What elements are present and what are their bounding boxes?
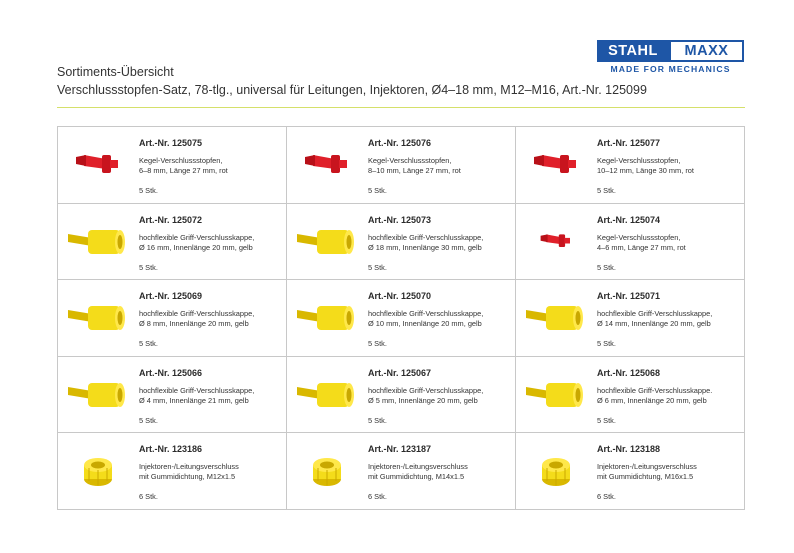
product-cell: Art.-Nr. 123188 Injektoren-/Leitungsversc…: [516, 433, 745, 510]
logo-box: STAHL MAXX: [597, 40, 744, 62]
article-number: Art.-Nr. 125069: [139, 291, 203, 302]
article-number: Art.-Nr. 123187: [368, 444, 432, 455]
page-title: Sortiments-Übersicht: [57, 65, 174, 79]
product-quantity: 5 Stk.: [139, 262, 158, 272]
logo-right-text: MAXX: [669, 40, 744, 62]
article-number: Art.-Nr. 125074: [597, 214, 661, 225]
red-cone-plug-icon: [291, 133, 363, 193]
product-cell: Art.-Nr. 123187 Injektoren-/Leitungsversc…: [287, 433, 516, 510]
yellow-cap-icon: [291, 210, 363, 270]
product-description: hochflexible Griff-Verschlusskappe, Ø 8 …: [139, 309, 255, 329]
product-cell: Art.-Nr. 125067 hochflexible Griff-Versch…: [287, 356, 516, 434]
page-subtitle: Verschlussstopfen-Satz, 78-tlg., univers…: [57, 83, 647, 97]
product-cell: Art.-Nr. 125071 hochflexible Griff-Versch…: [516, 280, 745, 357]
product-cell: Art.-Nr. 125066 hochflexible Griff-Versch…: [58, 356, 287, 434]
yellow-cap-icon: [62, 210, 134, 270]
product-cell: Art.-Nr. 125073 hochflexible Griff-Versch…: [287, 203, 516, 281]
brand-logo: STAHL MAXX MADE FOR MECHANICS: [597, 40, 744, 74]
product-cell: Art.-Nr. 123186 Injektoren-/Leitungsversc…: [58, 433, 287, 510]
product-cell: Art.-Nr. 125068 hochflexible Griff-Versch…: [516, 356, 745, 434]
yellow-cap-icon: [291, 286, 363, 346]
logo-left-text: STAHL: [597, 40, 669, 62]
yellow-cap-icon: [291, 363, 363, 423]
product-quantity: 5 Stk.: [368, 186, 387, 195]
product-description: Kegel-Verschlussstopfen, 6–8 mm, Länge 2…: [139, 156, 228, 175]
product-description: Kegel-Verschlussstopfen, 8–10 mm, Länge …: [368, 156, 461, 175]
article-number: Art.-Nr. 125071: [597, 291, 661, 302]
logo-tagline: MADE FOR MECHANICS: [610, 64, 731, 74]
product-quantity: 6 Stk.: [139, 492, 158, 502]
product-description: Injektoren-/Leitungsverschluss mit Gummi…: [368, 462, 468, 482]
product-quantity: 5 Stk.: [368, 262, 387, 272]
yellow-cap-icon: [62, 286, 134, 346]
article-number: Art.-Nr. 125070: [368, 291, 432, 302]
product-quantity: 5 Stk.: [597, 415, 616, 425]
yellow-nut-cap-icon: [62, 439, 134, 499]
red-cone-plug-icon: [520, 210, 592, 270]
article-number: Art.-Nr. 125067: [368, 367, 432, 378]
article-number: Art.-Nr. 125066: [139, 367, 203, 378]
yellow-cap-icon: [62, 363, 134, 423]
product-quantity: 5 Stk.: [597, 339, 616, 349]
product-description: Kegel-Verschlussstopfen, 10–12 mm, Länge…: [597, 156, 694, 175]
product-quantity: 5 Stk.: [368, 339, 387, 349]
product-quantity: 5 Stk.: [139, 339, 158, 349]
product-cell: Art.-Nr. 125069 hochflexible Griff-Versch…: [58, 280, 287, 357]
product-quantity: 5 Stk.: [139, 415, 158, 425]
article-number: Art.-Nr. 125072: [139, 214, 203, 225]
product-description: Kegel-Verschlussstopfen, 4–6 mm, Länge 2…: [597, 232, 686, 252]
header-divider: [57, 107, 745, 108]
red-cone-plug-icon: [62, 133, 134, 193]
product-cell: Art.-Nr. 125077 Kegel-Verschlussstopfen, …: [516, 127, 745, 204]
article-number: Art.-Nr. 125075: [139, 138, 203, 148]
yellow-nut-cap-icon: [291, 439, 363, 499]
article-number: Art.-Nr. 123188: [597, 444, 661, 455]
product-quantity: 5 Stk.: [139, 186, 158, 195]
yellow-cap-icon: [520, 286, 592, 346]
product-description: hochflexible Griff-Verschlusskappe, Ø 10…: [368, 309, 484, 329]
product-description: Injektoren-/Leitungsverschluss mit Gummi…: [139, 462, 239, 482]
product-quantity: 5 Stk.: [597, 186, 616, 195]
product-description: hochflexible Griff-Verschlusskappe, Ø 4 …: [139, 385, 255, 405]
product-description: hochflexible Griff-Verschlusskappe. Ø 6 …: [597, 385, 713, 405]
article-number: Art.-Nr. 125073: [368, 214, 432, 225]
article-number: Art.-Nr. 125068: [597, 367, 661, 378]
red-cone-plug-icon: [520, 133, 592, 193]
product-description: hochflexible Griff-Verschlusskappe, Ø 5 …: [368, 385, 484, 405]
product-quantity: 6 Stk.: [368, 492, 387, 502]
product-cell: Art.-Nr. 125070 hochflexible Griff-Versch…: [287, 280, 516, 357]
product-quantity: 6 Stk.: [597, 492, 616, 502]
yellow-cap-icon: [520, 363, 592, 423]
product-description: Injektoren-/Leitungsverschluss mit Gummi…: [597, 462, 697, 482]
product-grid: Art.-Nr. 125075 Kegel-Verschlussstopfen, …: [57, 126, 745, 510]
product-cell: Art.-Nr. 125074 Kegel-Verschlussstopfen, …: [516, 203, 745, 281]
product-quantity: 5 Stk.: [597, 262, 616, 272]
product-cell: Art.-Nr. 125076 Kegel-Verschlussstopfen, …: [287, 127, 516, 204]
product-description: hochflexible Griff-Verschlusskappe, Ø 18…: [368, 232, 484, 252]
article-number: Art.-Nr. 125077: [597, 138, 661, 148]
product-cell: Art.-Nr. 125072 hochflexible Griff-Versch…: [58, 203, 287, 281]
yellow-nut-cap-icon: [520, 439, 592, 499]
product-cell: Art.-Nr. 125075 Kegel-Verschlussstopfen, …: [58, 127, 287, 204]
product-description: hochflexible Griff-Verschlusskappe, Ø 14…: [597, 309, 713, 329]
product-description: hochflexible Griff-Verschlusskappe, Ø 16…: [139, 232, 255, 252]
product-quantity: 5 Stk.: [368, 415, 387, 425]
article-number: Art.-Nr. 125076: [368, 138, 432, 148]
article-number: Art.-Nr. 123186: [139, 444, 203, 455]
